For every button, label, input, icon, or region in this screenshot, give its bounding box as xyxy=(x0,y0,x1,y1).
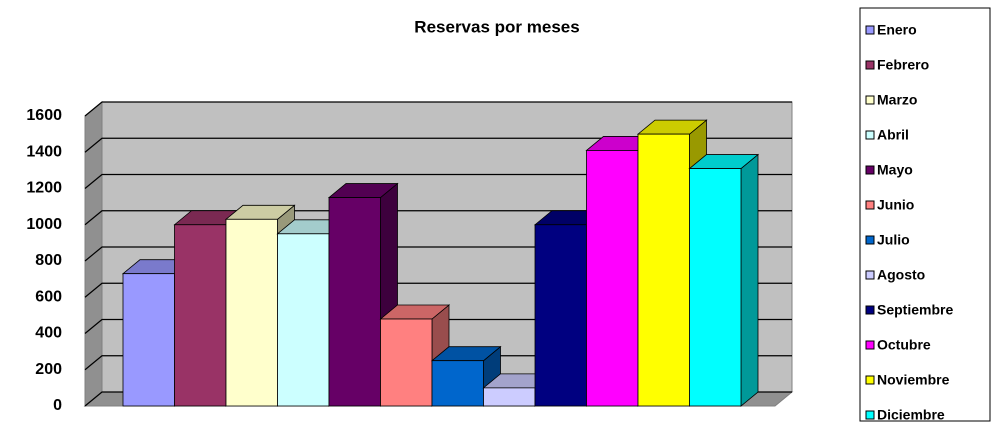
legend-swatch xyxy=(865,95,875,105)
grid-line xyxy=(84,101,792,117)
bar-side xyxy=(740,153,759,407)
legend-label: Marzo xyxy=(877,92,917,108)
legend-label: Junio xyxy=(877,197,914,213)
legend-label: Abril xyxy=(877,127,909,143)
y-tick-label: 400 xyxy=(35,325,62,342)
y-tick-label: 1400 xyxy=(26,143,62,160)
legend-label: Enero xyxy=(877,22,917,38)
legend-label: Mayo xyxy=(877,162,913,178)
legend-box xyxy=(859,7,991,422)
legend-swatch xyxy=(865,410,875,420)
legend-label: Octubre xyxy=(877,337,931,353)
y-tick-label: 1200 xyxy=(26,180,62,197)
chart-title: Reservas por meses xyxy=(414,17,579,36)
legend-swatch xyxy=(865,25,875,35)
y-tick-label: 200 xyxy=(35,361,62,378)
bar xyxy=(122,273,175,407)
bar xyxy=(534,224,587,407)
legend-label: Septiembre xyxy=(877,302,953,318)
legend-label: Febrero xyxy=(877,57,929,73)
legend-swatch xyxy=(865,270,875,280)
legend-label: Noviembre xyxy=(877,372,950,388)
bar xyxy=(483,387,536,407)
y-tick-label: 600 xyxy=(35,288,62,305)
legend-swatch xyxy=(865,340,875,350)
legend-swatch xyxy=(865,165,875,175)
legend-label: Julio xyxy=(877,232,910,248)
legend-swatch xyxy=(865,200,875,210)
legend-swatch xyxy=(865,60,875,70)
bar xyxy=(380,318,433,407)
legend-swatch xyxy=(865,130,875,140)
legend-label: Diciembre xyxy=(877,407,945,423)
y-tick-label: 1600 xyxy=(26,107,62,124)
bar xyxy=(586,150,639,407)
legend-label: Agosto xyxy=(877,267,925,283)
bar xyxy=(174,224,227,407)
legend-swatch xyxy=(865,375,875,385)
bar xyxy=(637,133,690,407)
bar xyxy=(328,197,381,407)
grid-line xyxy=(84,173,792,189)
bar xyxy=(225,218,278,407)
bar xyxy=(689,168,742,407)
y-tick-label: 800 xyxy=(35,252,62,269)
bar xyxy=(277,233,330,407)
y-tick-label: 0 xyxy=(53,397,62,414)
bar xyxy=(431,360,484,407)
grid-line xyxy=(84,137,792,153)
legend-swatch xyxy=(865,305,875,315)
y-tick-label: 1000 xyxy=(26,216,62,233)
legend-swatch xyxy=(865,235,875,245)
